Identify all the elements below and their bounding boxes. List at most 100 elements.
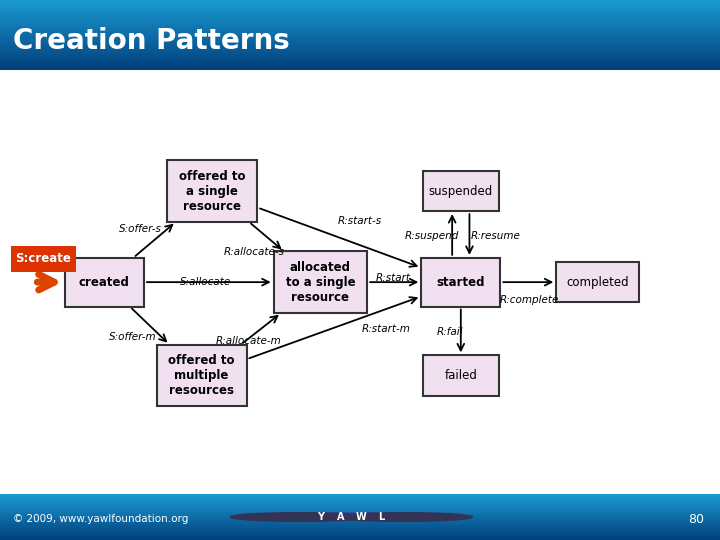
Bar bbox=[0, 64, 720, 65]
Bar bbox=[0, 33, 720, 35]
Bar bbox=[0, 17, 720, 18]
FancyBboxPatch shape bbox=[157, 345, 246, 406]
Bar bbox=[0, 37, 720, 38]
Text: R:start-s: R:start-s bbox=[338, 215, 382, 226]
Bar bbox=[0, 8, 720, 9]
Text: failed: failed bbox=[444, 369, 477, 382]
Text: suspended: suspended bbox=[428, 185, 493, 198]
Bar bbox=[0, 23, 720, 24]
Bar bbox=[0, 68, 720, 69]
Bar bbox=[0, 29, 720, 30]
FancyBboxPatch shape bbox=[65, 258, 144, 307]
Bar bbox=[0, 43, 720, 44]
Bar bbox=[0, 7, 720, 8]
Bar bbox=[0, 16, 720, 17]
Bar bbox=[0, 58, 720, 59]
Bar bbox=[0, 21, 720, 22]
Bar bbox=[0, 5, 720, 6]
FancyBboxPatch shape bbox=[421, 258, 500, 307]
Bar bbox=[0, 59, 720, 60]
Text: S:offer-m: S:offer-m bbox=[109, 332, 157, 342]
Text: created: created bbox=[79, 275, 130, 289]
Bar bbox=[0, 3, 720, 4]
Text: S:allocate: S:allocate bbox=[179, 277, 231, 287]
Bar bbox=[0, 52, 720, 53]
Bar bbox=[0, 42, 720, 43]
Text: allocated
to a single
resource: allocated to a single resource bbox=[286, 261, 355, 303]
Text: 80: 80 bbox=[688, 513, 704, 526]
Text: R:suspend: R:suspend bbox=[405, 231, 459, 240]
Bar bbox=[0, 9, 720, 10]
Bar bbox=[0, 12, 720, 14]
Text: L: L bbox=[378, 512, 384, 522]
Bar bbox=[0, 56, 720, 57]
Text: R:resume: R:resume bbox=[470, 231, 521, 240]
Text: Y: Y bbox=[317, 512, 324, 522]
Bar bbox=[0, 25, 720, 26]
Bar bbox=[0, 50, 720, 51]
Circle shape bbox=[312, 512, 449, 522]
Text: © 2009, www.yawlfoundation.org: © 2009, www.yawlfoundation.org bbox=[13, 514, 189, 524]
Bar bbox=[0, 22, 720, 23]
Text: R:fail: R:fail bbox=[437, 327, 463, 337]
Bar bbox=[0, 46, 720, 47]
Bar bbox=[0, 49, 720, 50]
Bar bbox=[0, 19, 720, 21]
Text: W: W bbox=[356, 512, 366, 522]
Bar bbox=[0, 15, 720, 16]
Bar bbox=[0, 6, 720, 7]
Text: completed: completed bbox=[567, 275, 629, 289]
Bar bbox=[0, 14, 720, 15]
Text: S:create: S:create bbox=[15, 252, 71, 265]
Bar bbox=[0, 44, 720, 45]
Circle shape bbox=[272, 512, 409, 522]
Text: R:start: R:start bbox=[376, 273, 410, 283]
Text: Creation Patterns: Creation Patterns bbox=[13, 26, 289, 55]
Bar bbox=[0, 69, 720, 70]
Bar bbox=[0, 38, 720, 39]
FancyBboxPatch shape bbox=[274, 252, 367, 313]
Text: R:allocate-m: R:allocate-m bbox=[215, 336, 282, 347]
FancyBboxPatch shape bbox=[11, 246, 76, 272]
Bar bbox=[0, 40, 720, 42]
Bar bbox=[0, 0, 720, 1]
Text: A: A bbox=[337, 512, 344, 522]
Bar bbox=[0, 30, 720, 31]
Circle shape bbox=[336, 512, 472, 522]
Bar bbox=[0, 4, 720, 5]
Circle shape bbox=[292, 512, 429, 522]
FancyBboxPatch shape bbox=[423, 355, 498, 395]
FancyBboxPatch shape bbox=[167, 160, 258, 222]
Text: R:complete: R:complete bbox=[500, 295, 559, 306]
Bar bbox=[0, 65, 720, 66]
Bar bbox=[0, 51, 720, 52]
Text: S:offer-s: S:offer-s bbox=[119, 224, 162, 234]
Bar bbox=[0, 53, 720, 54]
Bar bbox=[0, 10, 720, 11]
Circle shape bbox=[230, 512, 367, 522]
Bar bbox=[0, 28, 720, 29]
Text: offered to
multiple
resources: offered to multiple resources bbox=[168, 354, 235, 397]
Bar bbox=[0, 61, 720, 62]
Bar bbox=[0, 36, 720, 37]
Bar bbox=[0, 63, 720, 64]
Bar bbox=[0, 26, 720, 28]
Bar bbox=[0, 31, 720, 32]
FancyBboxPatch shape bbox=[423, 171, 498, 211]
Bar bbox=[0, 60, 720, 61]
Bar bbox=[0, 55, 720, 56]
Bar bbox=[0, 45, 720, 46]
Bar bbox=[0, 35, 720, 36]
Bar bbox=[0, 1, 720, 2]
Bar bbox=[0, 47, 720, 48]
Bar bbox=[0, 39, 720, 40]
Bar bbox=[0, 11, 720, 12]
Bar bbox=[0, 2, 720, 3]
Text: R:start-m: R:start-m bbox=[361, 324, 410, 334]
Bar bbox=[0, 57, 720, 58]
Circle shape bbox=[252, 512, 389, 522]
Bar bbox=[0, 66, 720, 68]
Bar bbox=[0, 62, 720, 63]
Bar bbox=[0, 48, 720, 49]
FancyBboxPatch shape bbox=[556, 262, 639, 302]
